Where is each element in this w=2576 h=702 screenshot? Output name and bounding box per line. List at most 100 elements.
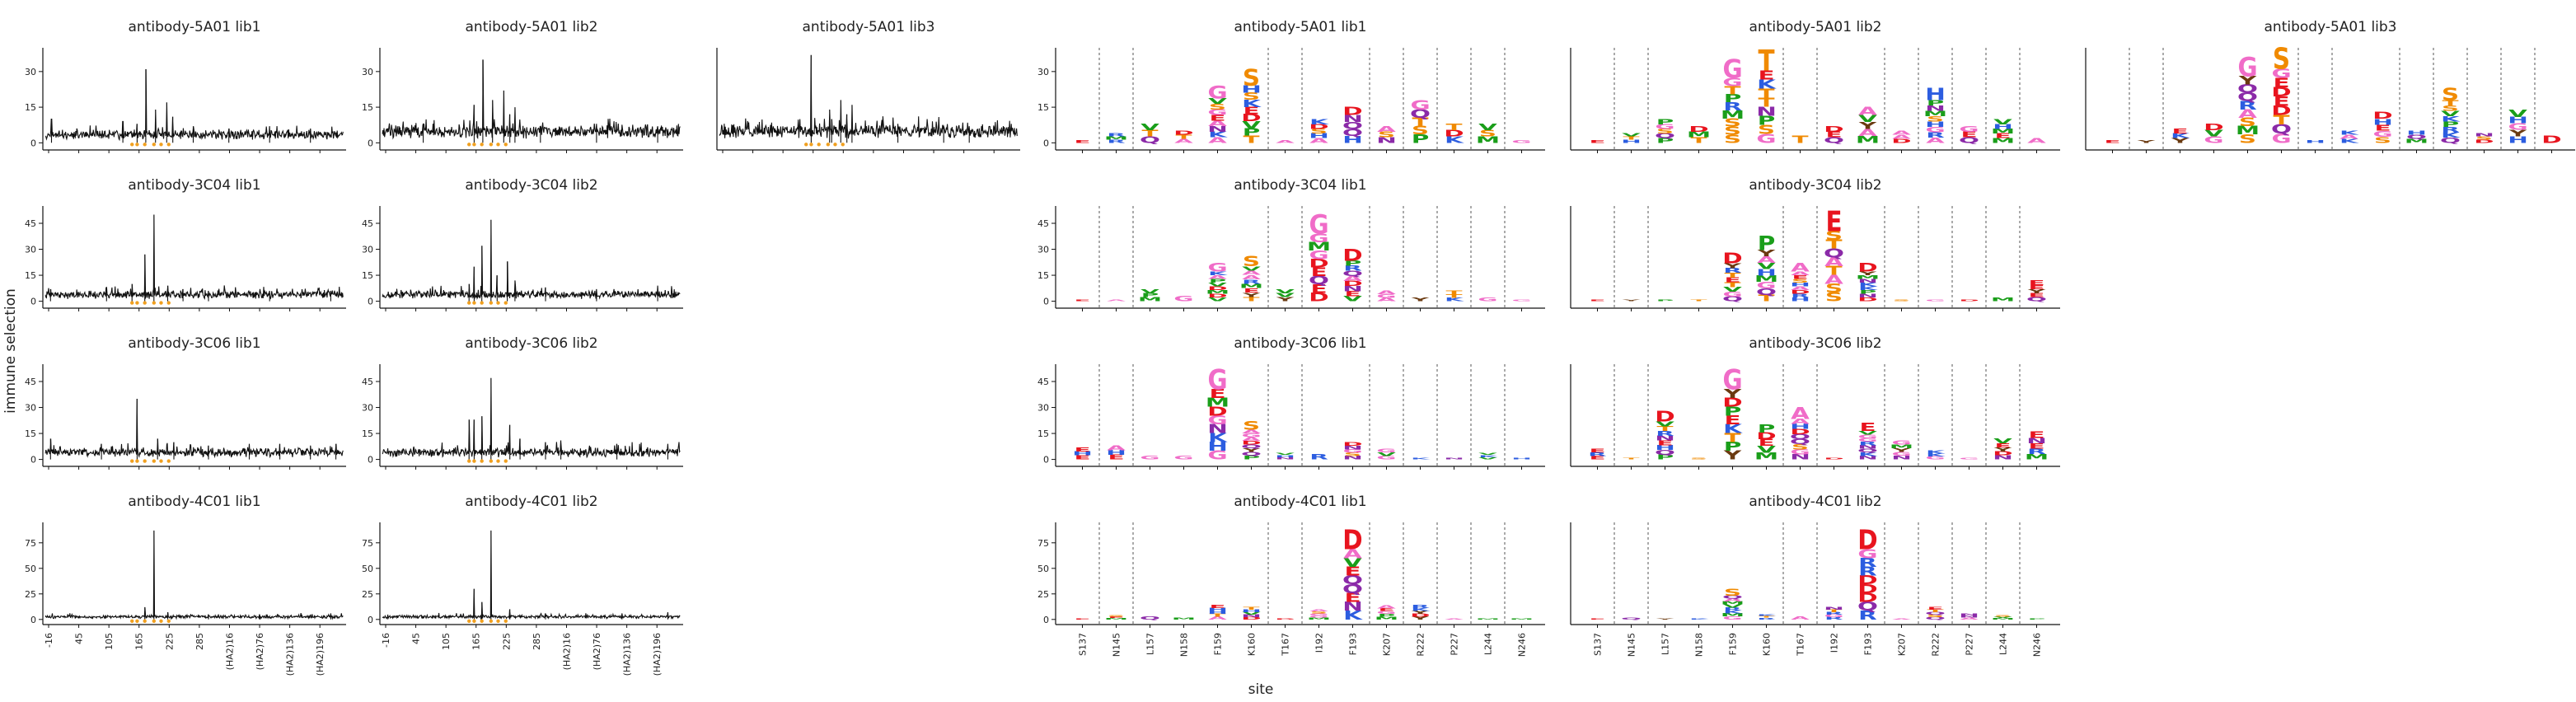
selection-line	[44, 398, 344, 460]
logo-letter: S	[1344, 452, 1361, 457]
logo-letter: T	[1927, 609, 1944, 613]
logo-letter: S	[1825, 290, 1843, 304]
logo-letter: Y	[1723, 387, 1743, 401]
y-tick-label: 0	[30, 455, 36, 466]
logo-letter: T	[1623, 135, 1640, 140]
logo-letter: T	[1825, 237, 1842, 251]
logo-letter: E	[1994, 133, 2011, 140]
logo-letter: G	[1756, 131, 1776, 146]
logo-letter: N	[1241, 614, 1262, 618]
site-marker	[503, 301, 508, 305]
x-tick-label: K160	[1247, 633, 1258, 656]
logo-letter: P	[1656, 299, 1674, 302]
logo-letter: E	[2028, 292, 2044, 299]
logo-letter: E	[1589, 299, 1605, 302]
logo-letter: D	[1824, 457, 1843, 460]
x-tick-label: P227	[1450, 633, 1460, 656]
site-marker	[159, 459, 163, 463]
logo-letter: A	[1309, 137, 1328, 144]
logo-letter: P	[1412, 133, 1430, 146]
logo-letter: M	[1687, 130, 1711, 139]
y-tick-label: 15	[25, 428, 36, 439]
logo-letter: S	[1310, 128, 1328, 135]
x-tick-label: L244	[1998, 633, 2009, 655]
x-tick-label: L244	[1483, 633, 1494, 655]
panel-logo-17: antibody-4C01 lib2ES137QN145YL157KN158GM…	[1570, 494, 2060, 657]
logo-letter: R	[1411, 604, 1430, 609]
x-axis-label: site	[1248, 681, 1274, 698]
logo-letter: R	[2238, 100, 2257, 113]
logo-letter: K	[1858, 452, 1879, 457]
logo-letter: T	[1445, 290, 1463, 296]
logo-letter: D	[1722, 250, 1742, 267]
logo-letter: K	[1242, 98, 1262, 110]
y-tick-label: 0	[1043, 138, 1049, 148]
site-marker	[152, 301, 157, 305]
logo-letter: A	[1343, 275, 1362, 283]
logo-letter: G	[1207, 261, 1227, 274]
logo-letter: D	[1756, 431, 1776, 442]
logo-letter: M	[2405, 138, 2428, 144]
x-tick-label: N158	[1179, 633, 1190, 657]
logo-letter: H	[2305, 140, 2325, 144]
logo-letter: E	[1243, 287, 1259, 294]
logo-letter: R	[1858, 608, 1877, 622]
x-tick-label: (HA2)16	[224, 633, 235, 670]
logo-letter: Q	[2237, 82, 2258, 96]
logo-letter: M	[1307, 617, 1331, 620]
logo-letter: P	[2442, 120, 2460, 129]
logo-letter: H	[1106, 449, 1126, 456]
logo-letter: R	[2027, 447, 2046, 456]
logo-letter: P	[1656, 118, 1674, 126]
logo-letter: K	[1343, 608, 1363, 622]
selection-line	[44, 214, 344, 302]
logo-letter: S	[1310, 611, 1328, 614]
logo-letter: Y	[1275, 297, 1294, 303]
logo-letter: T	[1445, 293, 1463, 299]
logo-letter: A	[1892, 130, 1911, 137]
logo-letter: A	[1926, 136, 1945, 144]
logo-letter: A	[1791, 270, 1810, 276]
logo-letter: H	[1790, 297, 1810, 302]
logo-letter: A	[1858, 127, 1878, 138]
logo-letter: E	[2273, 94, 2289, 110]
site-marker	[130, 143, 134, 147]
logo-letter: G	[1756, 280, 1776, 291]
logo-letter: D	[2372, 110, 2392, 121]
logo-letter: V	[1276, 292, 1295, 299]
panel-title: antibody-5A01 lib3	[803, 19, 935, 35]
logo-letter: E	[2028, 284, 2044, 291]
site-marker	[159, 301, 163, 305]
logo-letter: Q	[2026, 297, 2047, 303]
y-tick-label: 30	[1037, 403, 1049, 414]
logo-letter: D	[1342, 105, 1362, 118]
logo-letter: P	[1724, 440, 1742, 454]
site-marker	[467, 459, 471, 463]
logo-letter: A	[1242, 269, 1261, 277]
panel-title: antibody-3C04 lib2	[465, 177, 597, 194]
logo-letter: V	[1208, 282, 1228, 288]
logo-letter: Q	[1857, 600, 1878, 614]
logo-letter: G	[1207, 414, 1227, 428]
selection-line	[719, 54, 1018, 143]
site-marker	[143, 301, 147, 305]
logo-letter: V	[1208, 297, 1228, 302]
logo-letter: M	[1856, 134, 1880, 146]
site-marker	[503, 459, 508, 463]
logo-letter: G	[1722, 615, 1742, 620]
logo-letter: K	[1723, 610, 1743, 615]
logo-letter: Y	[1655, 618, 1674, 620]
logo-letter: S	[1378, 130, 1395, 139]
logo-letter: Q	[1410, 108, 1431, 121]
logo-letter: A	[1858, 105, 1877, 118]
logo-letter: R	[1723, 101, 1742, 113]
y-tick-label: 30	[362, 245, 373, 255]
logo-letter: S	[2442, 105, 2459, 113]
panel-title: antibody-4C01 lib1	[128, 494, 260, 510]
logo-letter: R	[1926, 131, 1945, 139]
logo-letter: M	[1991, 137, 2015, 144]
logo-letter: D	[1241, 616, 1261, 620]
logo-letter: M	[1138, 297, 1162, 303]
